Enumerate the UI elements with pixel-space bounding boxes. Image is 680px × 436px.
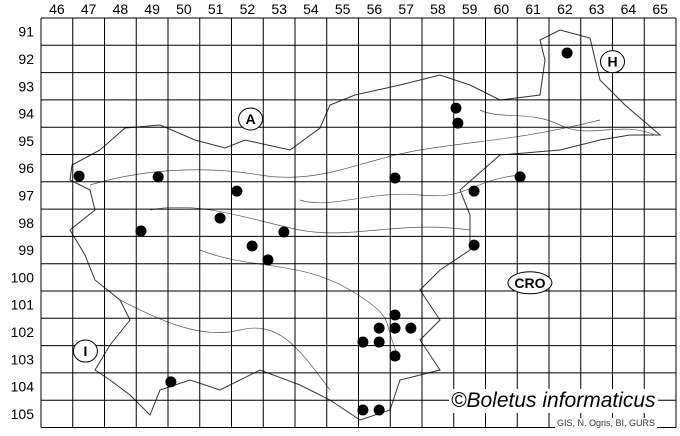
column-label: 62 bbox=[557, 1, 573, 17]
column-label: 46 bbox=[49, 1, 65, 17]
row-label: 101 bbox=[11, 297, 35, 313]
region-ellipse bbox=[238, 107, 264, 131]
river bbox=[149, 207, 471, 234]
column-label: 50 bbox=[176, 1, 192, 17]
column-label: 52 bbox=[240, 1, 256, 17]
column-label: 57 bbox=[398, 1, 414, 17]
occurrence-dot bbox=[278, 226, 290, 238]
region-ellipse bbox=[72, 339, 98, 363]
occurrence-dot bbox=[357, 336, 369, 348]
row-labels: 91 92 93 94 95 96 97 98 99 100 101 102 103 104 105 bbox=[11, 24, 35, 422]
row-label: 95 bbox=[18, 133, 34, 149]
row-label: 104 bbox=[11, 379, 35, 395]
occurrence-dot bbox=[389, 309, 401, 321]
occurrence-dot bbox=[262, 254, 274, 266]
column-label: 65 bbox=[652, 1, 668, 17]
region-label: A bbox=[245, 111, 255, 127]
column-label: 58 bbox=[430, 1, 446, 17]
column-label: 53 bbox=[271, 1, 287, 17]
row-label: 103 bbox=[11, 351, 35, 367]
occurrence-dot bbox=[468, 185, 480, 197]
column-label: 55 bbox=[335, 1, 351, 17]
column-label: 59 bbox=[462, 1, 478, 17]
row-label: 99 bbox=[18, 242, 34, 258]
occurrence-dot bbox=[389, 350, 401, 362]
column-label: 47 bbox=[81, 1, 97, 17]
occurrence-dot bbox=[450, 102, 462, 114]
column-label: 56 bbox=[367, 1, 383, 17]
occurrence-dot bbox=[165, 376, 177, 388]
column-label: 54 bbox=[303, 1, 319, 17]
occurrence-dots bbox=[73, 47, 573, 416]
column-label: 64 bbox=[621, 1, 637, 17]
occurrence-dot bbox=[135, 225, 147, 237]
border-outline bbox=[69, 29, 662, 421]
row-label: 93 bbox=[18, 78, 34, 94]
region-label: H bbox=[607, 54, 617, 70]
occurrence-dot bbox=[152, 171, 164, 183]
row-label: 96 bbox=[18, 160, 34, 176]
data-source: GIS, N. Ogris, BI, GURS bbox=[555, 418, 658, 429]
column-label: 61 bbox=[525, 1, 541, 17]
country-border bbox=[69, 29, 662, 421]
row-label: 92 bbox=[18, 51, 34, 67]
row-label: 94 bbox=[18, 106, 34, 122]
river bbox=[479, 109, 656, 136]
river bbox=[299, 174, 521, 204]
row-label: 91 bbox=[18, 24, 34, 40]
column-labels: 46 47 48 49 50 51 52 53 54 55 56 57 58 59 60 61 62 63 64 65 bbox=[49, 1, 668, 17]
river bbox=[199, 249, 401, 361]
row-label: 97 bbox=[18, 187, 34, 203]
column-label: 51 bbox=[208, 1, 224, 17]
occurrence-dot bbox=[231, 185, 243, 197]
occurrence-dot bbox=[389, 322, 401, 334]
row-label: 105 bbox=[11, 406, 35, 422]
occurrence-dot bbox=[373, 336, 385, 348]
row-label: 100 bbox=[11, 269, 35, 285]
occurrence-dot bbox=[373, 404, 385, 416]
copyright-credit: ©Boletus informaticus bbox=[449, 389, 658, 413]
region-ellipse bbox=[507, 271, 553, 295]
region-labels: A H CRO I bbox=[72, 50, 625, 363]
river bbox=[119, 299, 331, 391]
region-label: CRO bbox=[514, 275, 545, 291]
occurrence-dot bbox=[373, 322, 385, 334]
occurrence-dot bbox=[214, 212, 226, 224]
occurrence-dot bbox=[405, 322, 417, 334]
grid bbox=[40, 17, 677, 428]
column-label: 49 bbox=[144, 1, 160, 17]
occurrence-dot bbox=[73, 170, 85, 182]
row-label: 102 bbox=[11, 324, 35, 340]
occurrence-dot bbox=[452, 117, 464, 129]
occurrence-dot bbox=[468, 239, 480, 251]
column-label: 63 bbox=[589, 1, 605, 17]
river bbox=[89, 119, 601, 186]
occurrence-dot bbox=[514, 171, 526, 183]
occurrence-dot bbox=[561, 47, 573, 59]
occurrence-dot bbox=[246, 240, 258, 252]
occurrence-dot bbox=[357, 404, 369, 416]
occurrence-dot bbox=[389, 172, 401, 184]
region-label: I bbox=[84, 343, 88, 359]
column-label: 48 bbox=[113, 1, 129, 17]
row-label: 98 bbox=[18, 215, 34, 231]
region-ellipse bbox=[600, 50, 625, 74]
column-label: 60 bbox=[494, 1, 510, 17]
